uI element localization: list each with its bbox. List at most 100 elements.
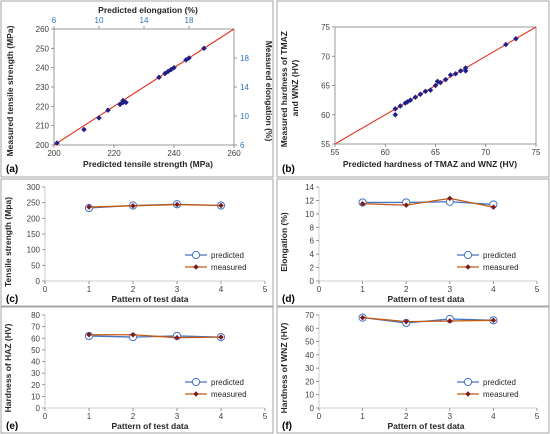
panel-a-y2label: Measured elongation (%) [264,41,274,142]
panel-b-point [457,68,464,74]
panel-c-y-tick-label: 100 [27,246,41,255]
panel-b-point [392,111,399,118]
panel-e-legend-predicted-marker [191,377,201,387]
panel-a-x-tick-label: 200 [47,149,61,158]
panel-a-x-tick-label: 220 [107,149,121,158]
panel-d-y-tick-label: 10 [305,210,314,219]
panel-c-legend-predicted-label: predicted [211,251,244,260]
panel-c-legend-measured-marker [193,264,199,270]
panel-b-ylabel-line1: Measured hardness of TMAZ [279,31,289,147]
panel-e-x-tick-label: 4 [219,412,224,421]
panel-a-frame [0,0,274,178]
panel-b-point [392,106,399,112]
panel-e-series-measured-point [86,331,92,338]
panel-a-point [96,115,102,121]
panel-f-x-tick-label: 2 [404,412,409,421]
panel-b-x-tick-label: 60 [381,148,390,157]
panel-c-y-tick-label: 250 [27,199,41,208]
panel-c-series-measured-point [174,201,180,208]
panel-c-legend-measured-label: measured [211,263,247,272]
panel-b-point [442,76,449,83]
panel-a-x2-tick-label: 18 [185,16,194,25]
panel-b-point [397,103,404,109]
panel-d-legend-predicted-label: predicted [483,251,516,260]
panel-d-legend-measured-label: measured [483,263,519,272]
panel-f-x-tick-label: 1 [360,412,365,421]
panel-b-point [452,70,459,77]
panel-e-series-measured-point [174,334,180,341]
panel-b-ylabel-line2: and WNZ (HV) [290,60,300,117]
panel-a-x-tick-label: 240 [167,149,181,158]
panel-d-series-measured-point [403,202,410,208]
panel-e-xlabel: Pattern of test data [112,421,189,431]
panel-b-point [513,35,519,42]
panel-e-series-measured-point [218,334,224,340]
panel-f-x-tick-label: 3 [448,412,453,421]
panel-f-legend-measured-label: measured [483,390,519,399]
panel-b-y-tick-label: 60 [321,111,330,120]
panel-d-y-tick-label: 12 [305,196,314,205]
panel-c-x-tick-label: 5 [263,285,268,294]
panel-a-y-tick-label: 250 [36,44,50,53]
panel-d-y-tick-label: 6 [310,237,315,246]
panel-a-x-tick-label: 260 [227,149,241,158]
panel-a-y-tick-label: 230 [36,83,50,92]
panel-a-y2-tick-label: 10 [240,112,249,121]
panel-e-y-tick-label: 0 [36,404,41,413]
panel-b-y-tick-label: 75 [321,23,330,32]
panel-d-y-tick-label: 0 [310,277,315,286]
panel-b-point [412,94,419,101]
panel-b-y-tick-label: 55 [321,140,330,149]
panel-e-y-tick-label: 40 [31,358,40,367]
panel-e-x-tick-label: 3 [175,412,180,421]
panel-c-y-tick-label: 300 [27,183,41,192]
panel-d-x-tick-label: 5 [535,285,540,294]
panel-c-x-tick-label: 3 [175,285,180,294]
panel-a-y-tick-label: 210 [36,122,50,131]
panel-b-frame [276,0,550,178]
panel-c-frame [0,178,274,307]
panel-c-x-tick-label: 4 [219,285,224,294]
panel-f-x-tick-label: 0 [317,412,322,421]
panel-f-series-measured-point [403,318,410,325]
panel-c-ylabel: Tensile strength (Mpa) [3,197,13,287]
panel-d-frame [276,178,550,307]
panel-e-x-tick-label: 2 [131,412,136,421]
panel-d-ylabel: Elongation (%) [279,212,289,272]
panel-d-tag: (d) [282,294,295,305]
panel-d-x-tick-label: 4 [491,285,496,294]
panel-a-point [171,64,177,71]
panel-f-y-tick-label: 40 [305,351,314,360]
panel-b-tag: (b) [282,164,295,175]
panel-d-series-measured-point [490,204,497,210]
panel-f-series-measured-point [446,318,453,324]
panel-a-y2-tick-label: 6 [240,141,245,150]
panel-d-y-tick-label: 2 [310,264,315,273]
panel-d-y-tick-label: 14 [305,183,314,192]
panel-b-y-tick-label: 70 [321,52,330,61]
panel-d-y-tick-label: 4 [310,250,315,259]
panel-b-point [427,87,434,93]
panel-e-x-tick-label: 0 [43,412,48,421]
panel-d-series-measured-point [446,195,453,202]
panel-f-x-tick-label: 4 [491,412,496,421]
panel-a-point [81,126,87,133]
panel-b-point [432,82,439,89]
panel-c-y-tick-label: 50 [31,261,40,270]
panel-d-x-tick-label: 1 [360,285,365,294]
panel-c-legend-predicted-marker [191,250,201,260]
panel-f-tag: (f) [282,421,292,432]
panel-e-y-tick-label: 60 [31,334,40,343]
panel-c-y-tick-label: 0 [36,277,41,286]
panel-f-series-measured-point [359,314,366,321]
panel-a-xlabel: Predicted tensile strength (MPa) [83,159,213,169]
panel-b-x-tick-label: 65 [431,148,440,157]
panel-d-legend-measured-marker [465,264,471,270]
panel-d-series-measured-line [362,197,494,208]
panel-e-ylabel: Hardness of HAZ (HV) [3,323,13,412]
panel-a-ylabel: Measured tensile strength (MPa) [5,25,15,156]
panel-a-x2label: Predicted elongation (%) [98,5,198,15]
panel-a-y2-tick-label: 14 [240,83,249,92]
panel-a-point [156,74,162,81]
panel-f-y-tick-label: 10 [305,391,314,400]
